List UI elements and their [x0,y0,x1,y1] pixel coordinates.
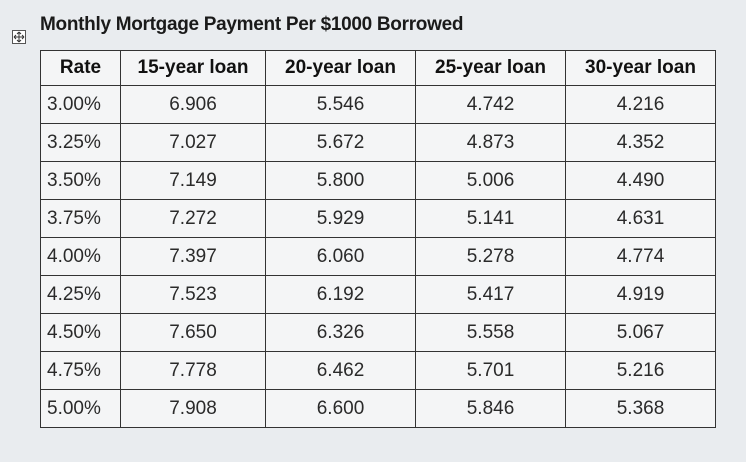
payment-cell: 5.141 [415,199,566,238]
payment-cell: 5.558 [415,313,566,352]
payment-cell: 6.600 [265,389,416,428]
table-row: 4.75% 7.778 6.462 5.701 5.216 [40,351,716,390]
payment-cell: 5.006 [415,161,566,200]
payment-cell: 6.326 [265,313,416,352]
table-row: 3.00% 6.906 5.546 4.742 4.216 [40,85,716,124]
rate-cell: 4.50% [40,313,121,352]
payment-cell: 5.800 [265,161,416,200]
payment-cell: 5.278 [415,237,566,276]
rate-cell: 4.75% [40,351,121,390]
payment-cell: 5.417 [415,275,566,314]
payment-cell: 4.873 [415,123,566,162]
table-row: 4.25% 7.523 6.192 5.417 4.919 [40,275,716,314]
table-row: 3.75% 7.272 5.929 5.141 4.631 [40,199,716,238]
payment-cell: 4.742 [415,85,566,124]
payment-cell: 5.929 [265,199,416,238]
payment-cell: 4.919 [565,275,716,314]
column-header: 25-year loan [415,50,566,86]
rate-cell: 3.00% [40,85,121,124]
column-header: 30-year loan [565,50,716,86]
rate-cell: 3.25% [40,123,121,162]
table-row: 3.25% 7.027 5.672 4.873 4.352 [40,123,716,162]
rate-cell: 4.25% [40,275,121,314]
payment-cell: 5.701 [415,351,566,390]
payment-cell: 7.027 [120,123,266,162]
payment-cell: 6.462 [265,351,416,390]
payment-cell: 7.149 [120,161,266,200]
payment-cell: 7.523 [120,275,266,314]
payment-cell: 5.368 [565,389,716,428]
payment-cell: 4.490 [565,161,716,200]
payment-cell: 4.216 [565,85,716,124]
payment-cell: 6.192 [265,275,416,314]
payment-cell: 7.778 [120,351,266,390]
table-title: Monthly Mortgage Payment Per $1000 Borro… [40,14,464,35]
table-move-handle[interactable] [12,30,26,44]
payment-cell: 4.352 [565,123,716,162]
payment-cell: 5.546 [265,85,416,124]
rate-cell: 3.50% [40,161,121,200]
payment-cell: 6.906 [120,85,266,124]
payment-cell: 7.272 [120,199,266,238]
rate-cell: 4.00% [40,237,121,276]
payment-cell: 7.397 [120,237,266,276]
table-row: 4.50% 7.650 6.326 5.558 5.067 [40,313,716,352]
payment-cell: 4.631 [565,199,716,238]
column-header: 20-year loan [265,50,416,86]
payment-cell: 7.650 [120,313,266,352]
column-header: 15-year loan [120,50,266,86]
column-header: Rate [40,50,121,86]
payment-cell: 6.060 [265,237,416,276]
payment-cell: 4.774 [565,237,716,276]
header-row: Rate 15-year loan 20-year loan 25-year loan… [40,50,716,86]
table-row: 4.00% 7.397 6.060 5.278 4.774 [40,237,716,276]
payment-cell: 5.846 [415,389,566,428]
table-row: 5.00% 7.908 6.600 5.846 5.368 [40,389,716,428]
payment-cell: 7.908 [120,389,266,428]
payment-cell: 5.216 [565,351,716,390]
rate-cell: 3.75% [40,199,121,238]
rate-cell: 5.00% [40,389,121,428]
table-row: 3.50% 7.149 5.800 5.006 4.490 [40,161,716,200]
mortgage-table: Rate 15-year loan 20-year loan 25-year loan… [40,50,716,428]
table-body: 3.00% 6.906 5.546 4.742 4.216 3.25% 7.027 5.672… [40,85,716,428]
payment-cell: 5.067 [565,313,716,352]
payment-cell: 5.672 [265,123,416,162]
